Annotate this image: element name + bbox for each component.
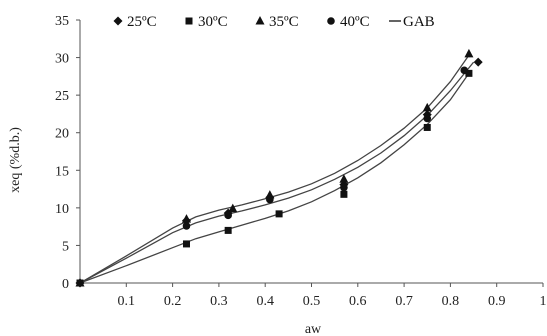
data-points: [75, 48, 483, 288]
data-point-square: [340, 190, 348, 198]
y-axis-ticks: 0 5 10 15 20 25 30 35: [55, 14, 80, 292]
data-point-triangle: [422, 102, 432, 112]
data-point-circle: [182, 222, 191, 230]
data-point-circle: [423, 114, 432, 123]
x-tick-label: 0.9: [488, 294, 506, 309]
y-tick-label: 15: [55, 164, 69, 179]
legend-marker-square: [185, 17, 193, 25]
x-tick-label: 0.4: [256, 294, 274, 309]
data-point-triangle: [181, 214, 191, 223]
data-point-triangle: [265, 190, 275, 199]
axes: [79, 20, 543, 284]
data-point-circle: [224, 211, 232, 220]
legend-label: 30ºC: [198, 14, 228, 30]
legend-label: GAB: [403, 14, 435, 30]
data-point-triangle: [339, 174, 349, 183]
legend-marker-circle: [327, 17, 335, 25]
x-tick-label: 0.8: [442, 294, 460, 309]
x-axis-title: aw: [305, 322, 322, 336]
y-tick-label: 5: [62, 239, 69, 254]
legend-marker-diamond: [113, 16, 123, 26]
data-point-circle: [340, 183, 348, 192]
y-tick-label: 0: [62, 277, 69, 292]
y-tick-label: 25: [55, 89, 69, 104]
legend-label: 40ºC: [340, 14, 370, 30]
data-point-square: [182, 240, 190, 248]
legend-label: 35ºC: [269, 14, 299, 30]
x-tick-label: 0.5: [303, 294, 321, 309]
x-tick-label: 1: [540, 294, 547, 309]
y-tick-label: 10: [55, 202, 69, 217]
gab-curve-line: [79, 54, 470, 284]
x-tick-label: 0.3: [210, 294, 228, 309]
x-tick-label: 0.6: [349, 294, 367, 309]
data-point-circle: [76, 279, 84, 287]
y-tick-label: 35: [55, 14, 69, 29]
data-point-square: [275, 210, 283, 218]
x-tick-label: 0.1: [118, 294, 136, 309]
data-point-triangle: [228, 203, 238, 213]
data-point-circle: [266, 195, 274, 204]
legend-label: 25ºC: [127, 14, 157, 30]
data-point-square: [224, 226, 232, 234]
data-point-square: [423, 123, 431, 131]
data-point-triangle: [464, 48, 474, 58]
gab-curve-line: [79, 61, 475, 284]
data-point-square: [465, 69, 473, 77]
y-tick-label: 20: [55, 127, 69, 142]
gab-curves: [79, 54, 475, 284]
y-axis-title: xeq (%d.b.): [8, 127, 23, 193]
legend: 25ºC 30ºC 35ºC 40ºC GAB: [113, 14, 435, 30]
x-axis-ticks: 0.1 0.2 0.3 0.4 0.5 0.6 0.7 0.8 0.9 1: [118, 283, 547, 309]
legend-marker-triangle: [255, 16, 265, 25]
x-tick-label: 0.2: [164, 294, 182, 309]
data-point-diamond: [473, 57, 483, 67]
data-point-circle: [460, 66, 469, 75]
y-tick-label: 30: [55, 52, 69, 67]
x-tick-label: 0.7: [395, 294, 413, 309]
